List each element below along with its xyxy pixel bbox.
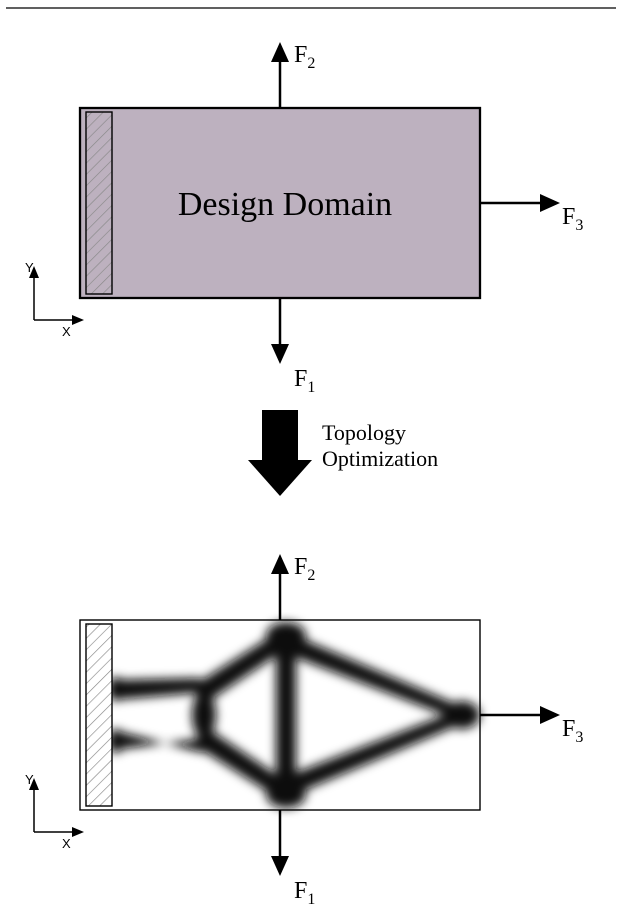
force-arrowhead-f2-upper	[271, 42, 289, 62]
f3-label-lower: F3	[562, 716, 583, 746]
f1-label-lower: F1	[294, 878, 315, 908]
force-arrowhead-f1-upper	[271, 344, 289, 364]
force-arrowhead-f3-lower	[540, 706, 560, 724]
topology-label-2: Optimization	[322, 446, 438, 471]
force-arrowhead-f3-upper	[540, 194, 560, 212]
f2-label-upper: F2	[294, 42, 315, 72]
fixed-support-upper	[86, 112, 112, 294]
topology-label-1: Topology	[322, 420, 406, 445]
axis-x-upper: X	[62, 324, 71, 339]
big-arrow	[248, 410, 312, 496]
axes-upper: Y X	[25, 260, 84, 339]
f2-label-lower: F2	[294, 554, 315, 584]
f3-label-upper: F3	[562, 204, 583, 234]
axis-x-lower: X	[62, 836, 71, 851]
force-arrowhead-f1-lower	[271, 856, 289, 876]
diagram-svg: Design Domain F2 F1 F3 Y X Topology Opti…	[0, 0, 622, 918]
axis-y-upper: Y	[25, 260, 34, 275]
f1-label-upper: F1	[294, 366, 315, 396]
axes-lower: Y X	[25, 772, 84, 851]
axis-y-lower: Y	[25, 772, 34, 787]
design-domain-label: Design Domain	[178, 186, 392, 223]
topology-optimization-diagram: Design Domain F2 F1 F3 Y X Topology Opti…	[0, 0, 622, 918]
fixed-support-lower	[86, 624, 112, 806]
force-arrowhead-f2-lower	[271, 554, 289, 574]
